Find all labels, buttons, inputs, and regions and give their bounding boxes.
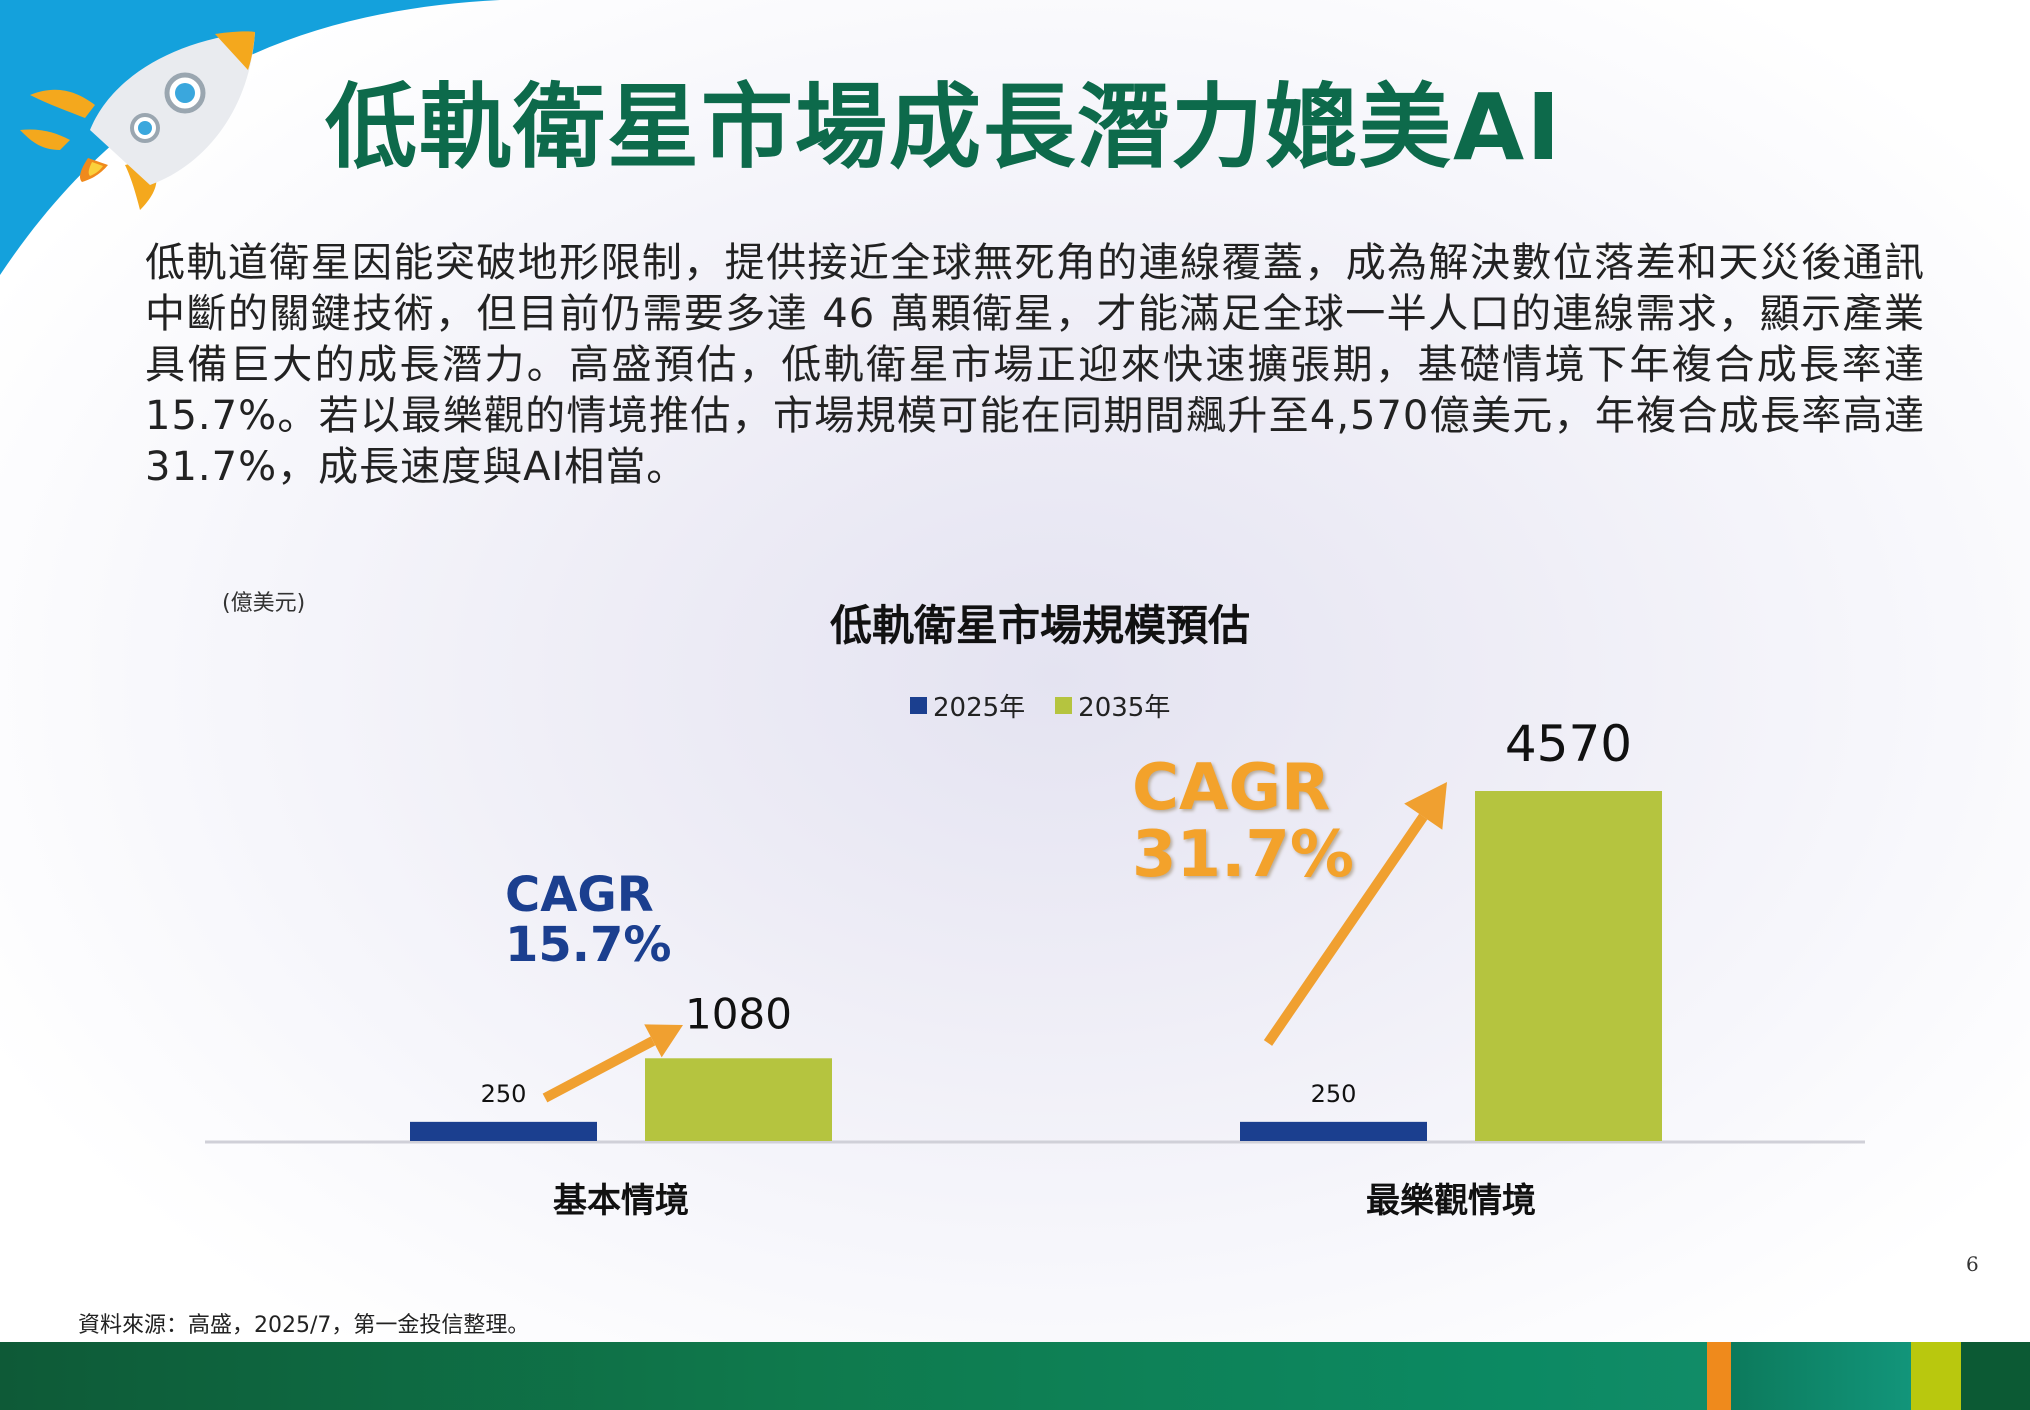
arrow-base-shaft bbox=[542, 1036, 656, 1103]
bar-base-2035 bbox=[645, 1058, 832, 1141]
legend-swatch-2025 bbox=[910, 697, 927, 714]
legend-item-2025: 2025年 bbox=[910, 687, 1025, 724]
chart-title: 低軌衛星市場規模預估 bbox=[829, 601, 1250, 650]
source-note: 資料來源：高盛，2025/7，第一金投信整理。 bbox=[78, 1313, 530, 1338]
cagr-optimistic-annotation: CAGR 31.7% bbox=[1132, 751, 1355, 893]
data-label-base-2035: 1080 bbox=[685, 989, 792, 1038]
data-label-optimistic-2035: 4570 bbox=[1505, 715, 1632, 773]
cagr-base-value: 15.7% bbox=[505, 917, 672, 974]
category-label-optimistic: 最樂觀情境 bbox=[1366, 1181, 1536, 1221]
body-paragraph: 低軌道衛星因能突破地形限制，提供接近全球無死角的連線覆蓋，成為解決數位落差和天災… bbox=[145, 240, 1925, 490]
page-title: 低軌衛星市場成長潛力媲美AI bbox=[325, 74, 1563, 181]
arrow-base-head bbox=[644, 1024, 683, 1058]
bar-optimistic-2035 bbox=[1475, 791, 1662, 1141]
page-number: 6 bbox=[1966, 1252, 1979, 1276]
bar-optimistic-2025 bbox=[1240, 1121, 1427, 1141]
arrow-optimistic-shaft bbox=[1263, 813, 1428, 1046]
legend-item-2035: 2035年 bbox=[1055, 687, 1170, 724]
legend-label-2025: 2025年 bbox=[933, 693, 1026, 723]
unit-label: (億美元) bbox=[222, 591, 306, 616]
legend-swatch-2035 bbox=[1055, 697, 1073, 714]
cagr-base-label: CAGR bbox=[505, 867, 654, 923]
rocket-icon bbox=[20, 31, 255, 210]
footer-accent-teal bbox=[1731, 1342, 1911, 1410]
data-label-optimistic-2025: 250 bbox=[1311, 1080, 1357, 1108]
footer-accent-orange bbox=[1707, 1342, 1731, 1410]
category-label-base: 基本情境 bbox=[553, 1181, 689, 1221]
cagr-base-annotation: CAGR 15.7% bbox=[505, 870, 672, 971]
chart-legend: 2025年 2035年 bbox=[910, 687, 1170, 724]
cagr-optimistic-value: 31.7% bbox=[1132, 818, 1355, 893]
data-label-base-2025: 250 bbox=[481, 1080, 527, 1108]
footer-bar bbox=[0, 1342, 2030, 1410]
bar-base-2025 bbox=[410, 1121, 597, 1141]
cagr-optimistic-label: CAGR bbox=[1132, 751, 1331, 825]
legend-label-2035: 2035年 bbox=[1078, 693, 1171, 723]
footer-accent-dark bbox=[1961, 1342, 2030, 1410]
footer-accent-lime bbox=[1911, 1342, 1961, 1410]
bar-chart: 250 1080 基本情境 250 4570 最樂觀情境 bbox=[205, 715, 1865, 1221]
arrow-optimistic-head bbox=[1404, 782, 1447, 830]
corner-decoration bbox=[0, 0, 500, 275]
